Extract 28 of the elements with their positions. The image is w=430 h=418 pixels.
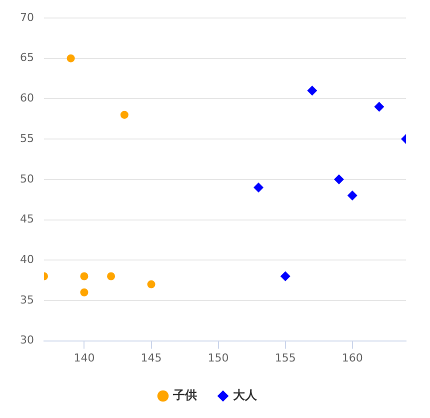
x-tick-label: 150 (208, 351, 229, 364)
y-tick-label: 45 (20, 212, 34, 226)
y-tick-label: 50 (20, 172, 34, 186)
y-tick-label: 55 (20, 132, 34, 145)
y-tick-label: 35 (20, 293, 34, 306)
point (280, 271, 290, 282)
point (80, 288, 88, 296)
point (107, 272, 116, 280)
y-tick-label: 65 (20, 51, 34, 64)
point (307, 86, 318, 96)
x-tick-label: 140 (74, 351, 95, 364)
point (147, 280, 156, 288)
point (80, 272, 88, 280)
x-tick-label: 145 (140, 351, 162, 364)
legend-label: 子供 (172, 388, 197, 402)
point (347, 190, 358, 201)
point (120, 110, 128, 119)
legend-label: 大人 (233, 388, 258, 402)
y-tick-label: 30 (20, 334, 34, 347)
y-tick-label: 70 (20, 10, 34, 24)
x-tick-label: 155 (274, 351, 296, 364)
point (254, 182, 264, 192)
point (66, 54, 75, 62)
y-tick-label: 60 (20, 92, 34, 105)
point (334, 174, 344, 184)
y-tick-label: 40 (20, 252, 34, 266)
x-tick-label: 160 (342, 351, 363, 364)
point (374, 102, 384, 112)
